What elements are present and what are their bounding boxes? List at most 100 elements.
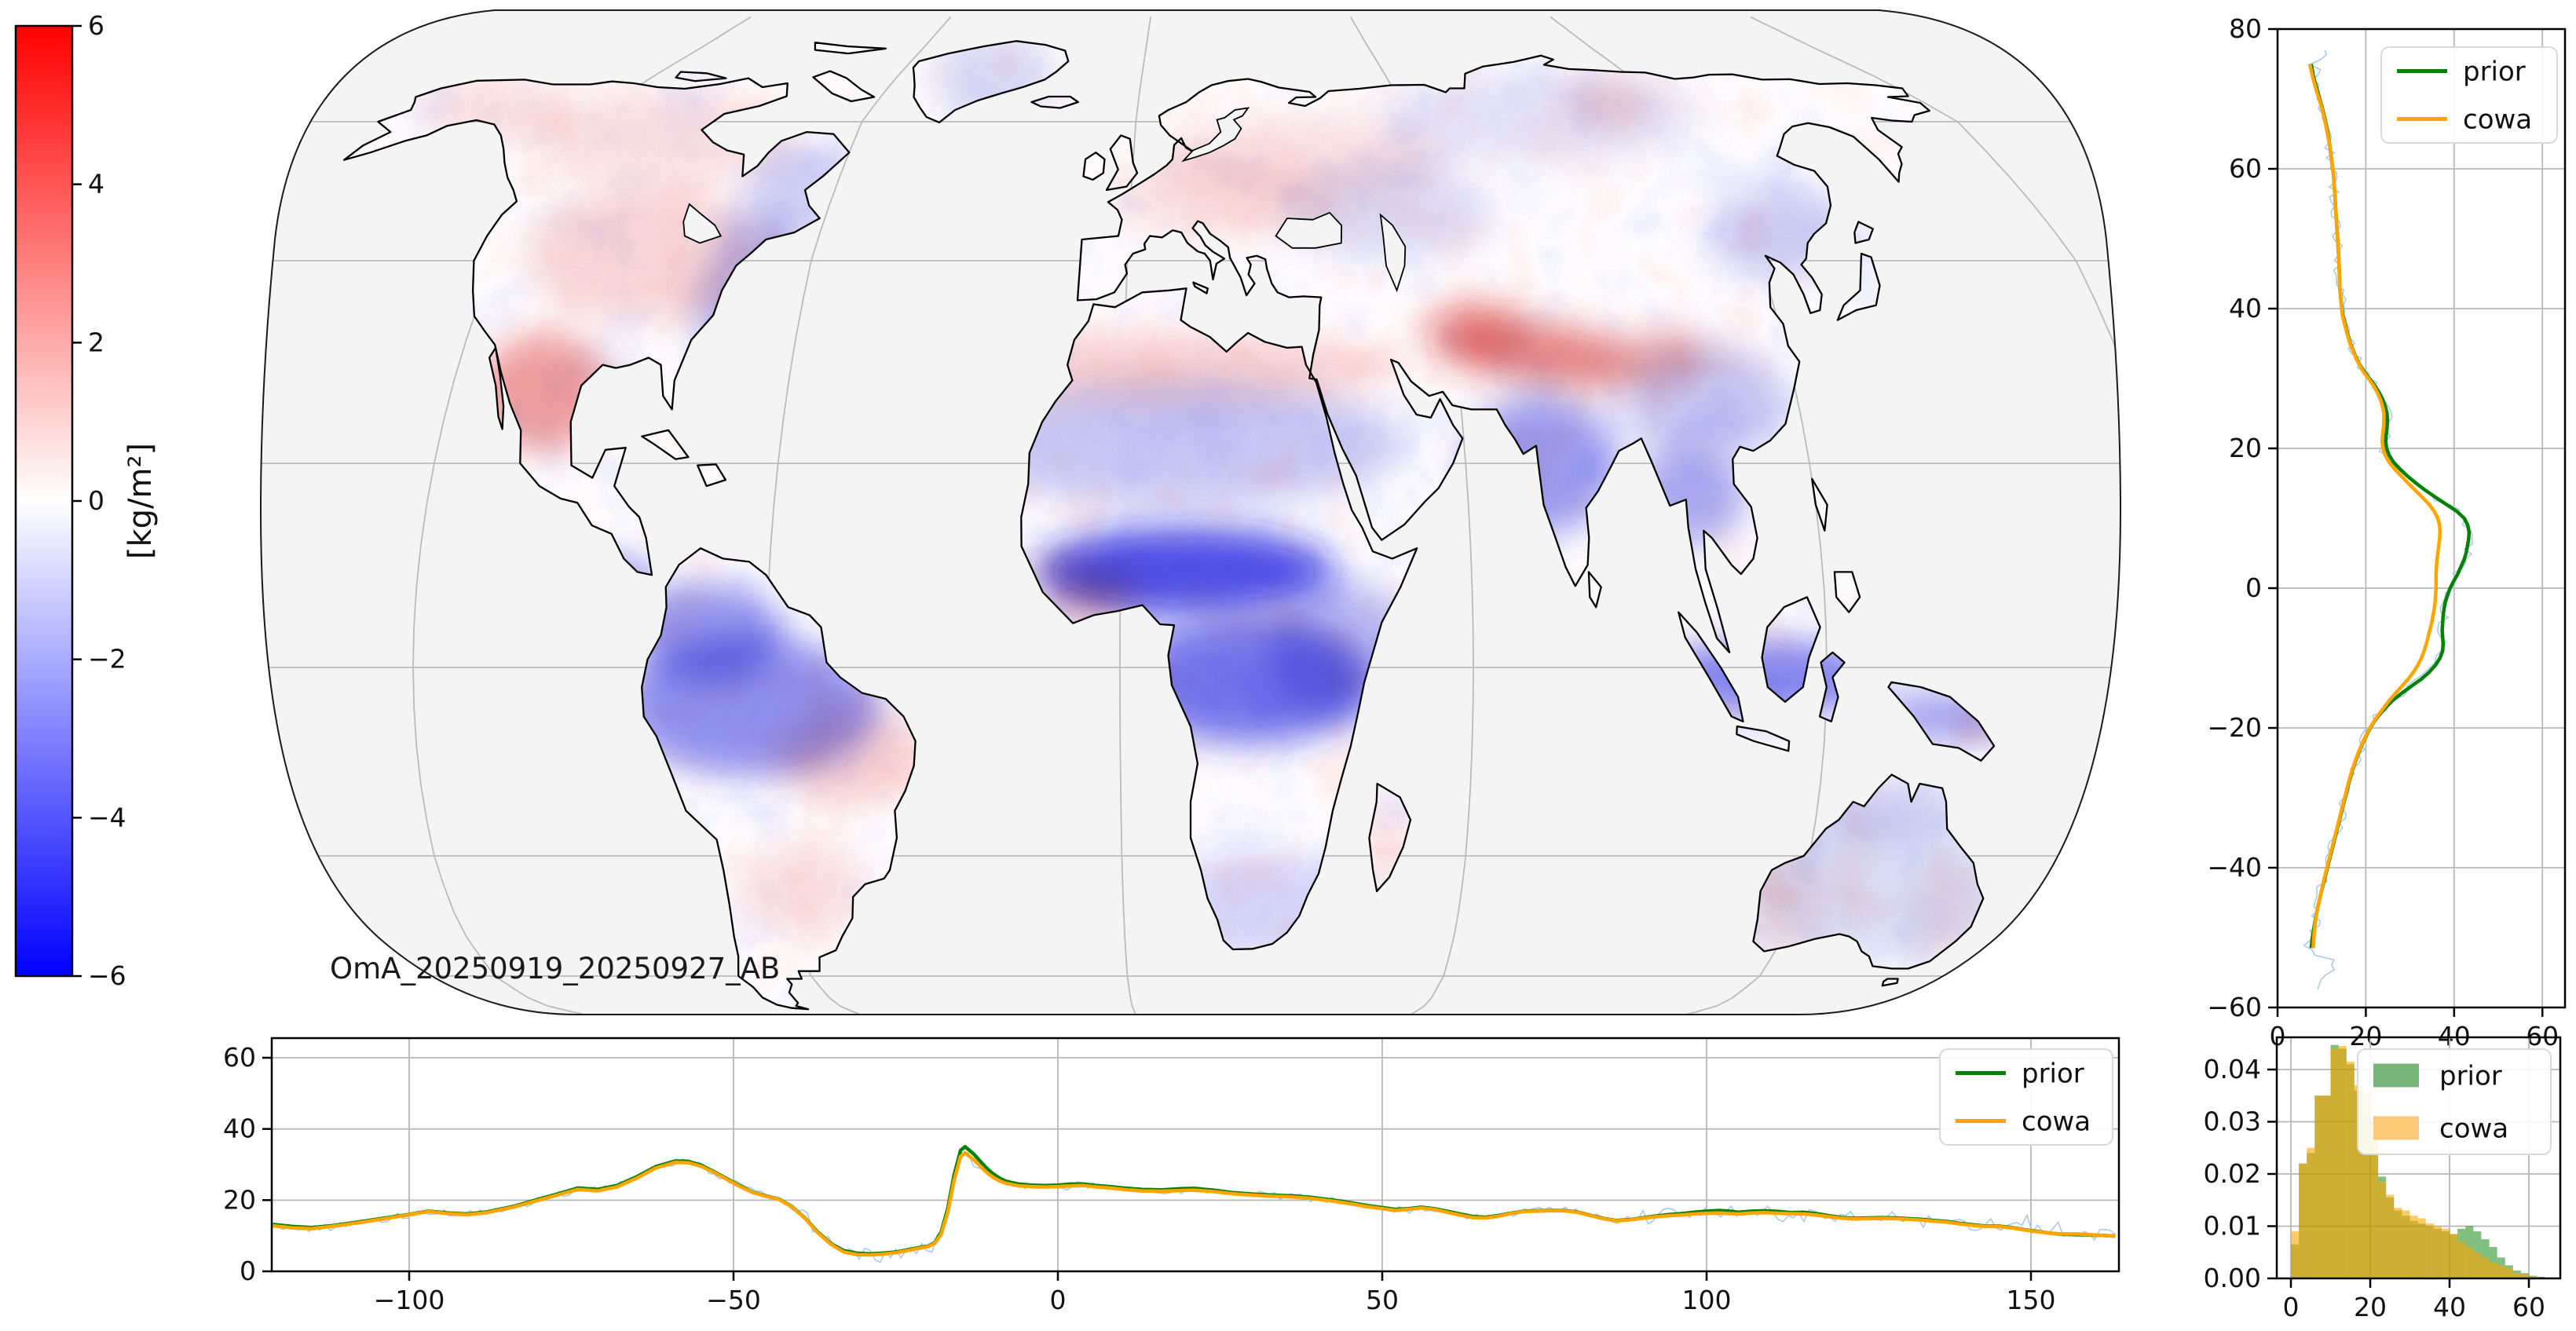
regional-tint <box>735 841 869 938</box>
y-tick-label: 0 <box>2245 572 2262 603</box>
legend: prior cowa <box>1939 1048 2113 1146</box>
colorbar-tick-label: −4 <box>88 802 126 832</box>
x-tick-label: 100 <box>1682 1285 1732 1315</box>
raw-line <box>2303 49 2473 990</box>
legend-label-cowa: cowa <box>2439 1113 2508 1145</box>
y-tick-label: 60 <box>2229 153 2262 184</box>
regional-tint <box>1631 328 1707 378</box>
y-tick-label: −60 <box>2207 992 2262 1022</box>
x-tick-label: 60 <box>2526 1021 2559 1051</box>
y-tick-label: 0.02 <box>2204 1158 2261 1189</box>
y-tick-label: 0.00 <box>2204 1263 2261 1293</box>
cowa-bar <box>2473 1252 2482 1278</box>
legend: prior cowa <box>2357 1048 2552 1155</box>
cowa-bar <box>2481 1257 2490 1278</box>
colorbar-tick-label: 2 <box>88 327 104 357</box>
cowa-bar <box>2489 1263 2497 1278</box>
legend-swatch-cowa <box>2373 1116 2419 1140</box>
cowa-bar <box>2322 1095 2331 1278</box>
y-tick-label: −40 <box>2207 852 2262 883</box>
cowa-bar <box>2505 1267 2513 1278</box>
regional-tint <box>956 381 1403 506</box>
y-tick-label: 40 <box>2229 293 2262 324</box>
histogram-panel: 0 20 40 60 0.00 0.01 0.02 0.03 0.04 prior cowa <box>2204 1036 2562 1322</box>
x-tick-label: 60 <box>2512 1292 2545 1322</box>
colorbar-tick-label: −2 <box>88 644 126 675</box>
lake <box>1379 213 1407 293</box>
y-tick-label: 40 <box>223 1113 256 1144</box>
y-tick-label: 0.01 <box>2204 1211 2261 1241</box>
regional-tint <box>780 708 929 805</box>
legend-label-prior: prior <box>2022 1059 2084 1090</box>
x-tick-label: 0 <box>2270 1021 2286 1051</box>
coastlines <box>342 40 2066 1011</box>
map-root <box>259 9 2122 1015</box>
y-tick-label: 20 <box>223 1184 256 1215</box>
legend-swatch-prior <box>2373 1063 2419 1088</box>
legend-label-prior: prior <box>2463 57 2526 88</box>
map-boundary <box>259 9 2122 1015</box>
longitude-profile-panel: −100 −50 0 50 100 150 0 20 40 60 prior cowa <box>223 1037 2120 1315</box>
y-tick-label: 20 <box>2229 433 2262 463</box>
cowa-bar <box>2370 1137 2379 1278</box>
axes-spines <box>2275 1036 2562 1280</box>
latitude-profile-panel: 0 20 40 60 80 60 40 20 0 −20 −40 −60 prior cowa <box>2207 13 2567 1051</box>
colorbar-label: [kg/m²] <box>123 443 159 559</box>
cowa-bar <box>2291 1231 2300 1278</box>
cowa-bar <box>2362 1092 2370 1278</box>
x-tick-label: 0 <box>1050 1285 1067 1315</box>
colorbar-tick-label: 0 <box>88 485 104 516</box>
cowa-bar <box>2417 1218 2426 1278</box>
colorbar-gradient <box>14 24 74 978</box>
x-tick-label: 150 <box>2007 1285 2056 1315</box>
raw-line <box>273 1152 2116 1263</box>
cowa-bar <box>2457 1241 2466 1278</box>
x-tick-label: 40 <box>2433 1292 2466 1322</box>
cowa-bar <box>2450 1234 2458 1278</box>
ticks: −100 −50 0 50 100 150 0 20 40 60 <box>223 1042 2056 1315</box>
cowa-bar <box>2410 1216 2418 1278</box>
y-tick-label: 60 <box>223 1042 256 1073</box>
x-tick-label: −50 <box>706 1285 761 1315</box>
grid <box>2278 29 2565 1007</box>
legend-label-prior: prior <box>2439 1061 2502 1092</box>
ticks: 0 20 40 60 80 60 40 20 0 −20 −40 −60 <box>2207 13 2559 1051</box>
cowa-bar <box>2330 1048 2339 1278</box>
cowa-bar <box>2299 1163 2307 1278</box>
colorbar-tick-label: −6 <box>88 960 126 991</box>
cowa-bar <box>2433 1226 2442 1278</box>
x-tick-label: 40 <box>2438 1021 2471 1051</box>
x-tick-label: 50 <box>1366 1285 1399 1315</box>
y-tick-label: 0 <box>240 1256 256 1286</box>
cowa-bar <box>2394 1208 2402 1278</box>
lake <box>1181 107 1250 163</box>
cowa-bar <box>2346 1062 2355 1278</box>
cowa-line <box>273 1150 2116 1257</box>
cowa-bar <box>2307 1147 2315 1278</box>
cowa-bar <box>2441 1228 2450 1278</box>
ticks: 0 20 40 60 0.00 0.01 0.02 0.03 0.04 <box>2204 1054 2545 1322</box>
lake <box>682 203 723 244</box>
cowa-bar <box>2425 1223 2434 1278</box>
regional-tint <box>1561 79 1655 129</box>
x-tick-label: 20 <box>2354 1292 2387 1322</box>
map-annotation: OmA_20250919_20250927_AB <box>330 952 781 985</box>
y-tick-label: 0.04 <box>2204 1054 2261 1084</box>
regional-tint <box>633 583 782 681</box>
world-map <box>259 9 2122 1015</box>
colorbar-ticks: 6 4 2 0 −2 −4 −6 <box>72 10 126 991</box>
map-clipped-content <box>261 10 2120 1015</box>
legend-label-cowa: cowa <box>2022 1106 2091 1138</box>
cowa-bar <box>2338 1046 2347 1278</box>
y-tick-label: −20 <box>2207 712 2262 743</box>
cowa-bar <box>2354 1084 2362 1278</box>
cowa-bar <box>2465 1247 2474 1278</box>
colorbar-panel: 6 4 2 0 −2 −4 −6 [kg/m²] <box>14 10 159 991</box>
x-tick-label: 20 <box>2349 1021 2382 1051</box>
cowa-bar <box>2402 1210 2410 1278</box>
colorbar-tick-label: 6 <box>88 10 104 41</box>
cowa-bar <box>2497 1265 2505 1278</box>
bars <box>2291 1044 2545 1278</box>
axes-spines <box>270 1037 2120 1273</box>
x-tick-label: −100 <box>374 1285 445 1315</box>
